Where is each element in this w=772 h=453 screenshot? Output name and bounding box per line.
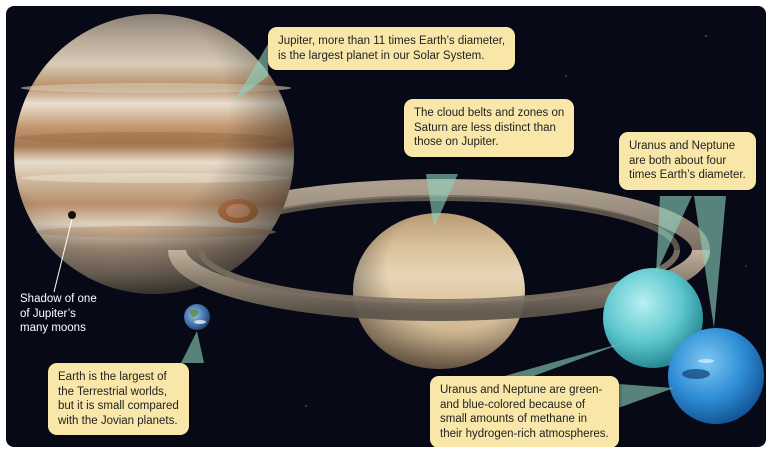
saturn-planet: [353, 213, 525, 369]
earth-planet: [184, 304, 210, 330]
neptune-size-pointer: [694, 196, 726, 328]
callout-uranus-neptune-size: Uranus and Neptune are both about four t…: [619, 132, 756, 190]
callout-uranus-neptune-color: Uranus and Neptune are green- and blue-c…: [430, 376, 619, 447]
saturn-pointer: [426, 174, 458, 228]
uranus-size-pointer: [656, 196, 692, 274]
uranus-planet: [603, 268, 703, 368]
neptune-color-pointer: [618, 384, 674, 408]
earth-pointer: [181, 331, 204, 363]
planets-illustration: [14, 14, 764, 427]
label-moon-shadow: Shadow of one of Jupiter’s many moons: [20, 293, 97, 335]
callout-saturn: The cloud belts and zones on Saturn are …: [404, 99, 575, 157]
jupiter-pointer: [234, 44, 268, 102]
moon-shadow-dot: [68, 211, 76, 219]
neptune-planet: [668, 328, 764, 424]
callout-pointers: [181, 44, 726, 408]
callout-earth: Earth is the largest of the Terrestrial …: [48, 363, 189, 436]
planet-comparison-scene: Jupiter, more than 11 times Earth’s diam…: [6, 6, 766, 447]
callout-jupiter: Jupiter, more than 11 times Earth’s diam…: [268, 27, 516, 71]
jupiter-planet: [14, 14, 294, 294]
uranus-color-pointer: [476, 342, 626, 384]
shadow-leader-line: [53, 218, 73, 293]
